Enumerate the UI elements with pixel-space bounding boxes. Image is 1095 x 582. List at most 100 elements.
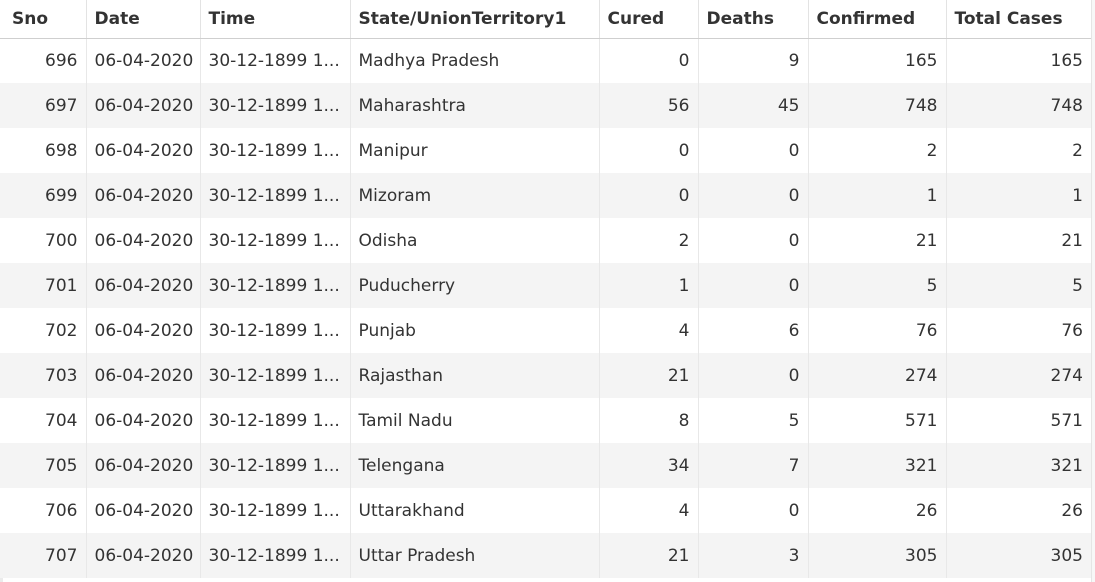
cell-total-cases: 21	[946, 218, 1091, 263]
cell-confirmed: 76	[808, 308, 947, 353]
cell-deaths: 0	[698, 353, 809, 398]
cell-total-cases: 165	[946, 38, 1091, 83]
cell-sno: 703	[0, 353, 87, 398]
cell-confirmed: 21	[808, 218, 947, 263]
table-row[interactable]: 703 06-04-2020 30-12-1899 1... Rajasthan 21 0…	[0, 353, 1091, 398]
cell-sno: 705	[0, 443, 87, 488]
cell-sno: 704	[0, 398, 87, 443]
cell-sno: 697	[0, 83, 87, 128]
column-header-time[interactable]: Time	[200, 0, 351, 39]
cell-time: 30-12-1899 1...	[200, 38, 351, 83]
cell-deaths: 6	[698, 308, 809, 353]
cell-total-cases: 5	[946, 263, 1091, 308]
cell-date: 06-04-2020	[86, 398, 201, 443]
cell-sno: 700	[0, 218, 87, 263]
column-header-sno[interactable]: Sno	[0, 0, 87, 39]
table-row[interactable]: 701 06-04-2020 30-12-1899 1... Puducherry 1 0…	[0, 263, 1091, 308]
cell-cured: 56	[599, 83, 699, 128]
cell-state: Telengana	[350, 443, 600, 488]
cell-confirmed: 5	[808, 263, 947, 308]
cell-sno: 701	[0, 263, 87, 308]
cell-time: 30-12-1899 1...	[200, 308, 351, 353]
cell-sno: 706	[0, 488, 87, 533]
cell-sno: 702	[0, 308, 87, 353]
cell-date: 06-04-2020	[86, 353, 201, 398]
table-row[interactable]: 697 06-04-2020 30-12-1899 1... Maharashtra 5…	[0, 83, 1091, 128]
cell-confirmed: 274	[808, 353, 947, 398]
cell-date: 06-04-2020	[86, 83, 201, 128]
cell-total-cases: 26	[946, 488, 1091, 533]
table-row[interactable]: 706 06-04-2020 30-12-1899 1... Uttarakhand 4…	[0, 488, 1091, 533]
column-header-cured[interactable]: Cured	[599, 0, 699, 39]
cell-time: 30-12-1899 1...	[200, 263, 351, 308]
vertical-scrollbar[interactable]	[1091, 0, 1095, 582]
cell-date: 06-04-2020	[86, 443, 201, 488]
cell-state: Tamil Nadu	[350, 398, 600, 443]
cell-state: Manipur	[350, 128, 600, 173]
table-row[interactable]: 698 06-04-2020 30-12-1899 1... Manipur 0 0 2 2	[0, 128, 1091, 173]
cell-state: Odisha	[350, 218, 600, 263]
cell-cured: 0	[599, 38, 699, 83]
cell-date: 06-04-2020	[86, 128, 201, 173]
table-body: 696 06-04-2020 30-12-1899 1... Madhya Prade…	[0, 38, 1091, 578]
cell-cured: 1	[599, 263, 699, 308]
cell-total-cases: 748	[946, 83, 1091, 128]
cell-time: 30-12-1899 1...	[200, 353, 351, 398]
cell-date: 06-04-2020	[86, 38, 201, 83]
cell-date: 06-04-2020	[86, 488, 201, 533]
column-header-date[interactable]: Date	[86, 0, 201, 39]
cell-deaths: 7	[698, 443, 809, 488]
cell-deaths: 0	[698, 263, 809, 308]
cell-date: 06-04-2020	[86, 218, 201, 263]
cell-total-cases: 1	[946, 173, 1091, 218]
cell-sno: 707	[0, 533, 87, 578]
cell-deaths: 0	[698, 488, 809, 533]
cell-time: 30-12-1899 1...	[200, 488, 351, 533]
cell-confirmed: 1	[808, 173, 947, 218]
cell-confirmed: 2	[808, 128, 947, 173]
cell-cured: 0	[599, 128, 699, 173]
table-row[interactable]: 702 06-04-2020 30-12-1899 1... Punjab 4 6 76 76	[0, 308, 1091, 353]
cell-sno: 699	[0, 173, 87, 218]
cell-cured: 0	[599, 173, 699, 218]
table-row[interactable]: 707 06-04-2020 30-12-1899 1... Uttar Prades…	[0, 533, 1091, 578]
table-row[interactable]: 705 06-04-2020 30-12-1899 1... Telengana 34 7…	[0, 443, 1091, 488]
cell-time: 30-12-1899 1...	[200, 83, 351, 128]
cell-confirmed: 748	[808, 83, 947, 128]
cell-total-cases: 2	[946, 128, 1091, 173]
cell-state: Maharashtra	[350, 83, 600, 128]
cell-cured: 21	[599, 353, 699, 398]
cell-state: Uttar Pradesh	[350, 533, 600, 578]
cell-deaths: 9	[698, 38, 809, 83]
column-header-state[interactable]: State/UnionTerritory1	[350, 0, 600, 39]
cell-state: Puducherry	[350, 263, 600, 308]
column-header-deaths[interactable]: Deaths	[698, 0, 809, 39]
cell-state: Rajasthan	[350, 353, 600, 398]
cell-cured: 8	[599, 398, 699, 443]
cell-total-cases: 571	[946, 398, 1091, 443]
cell-total-cases: 274	[946, 353, 1091, 398]
table-row[interactable]: 700 06-04-2020 30-12-1899 1... Odisha 2 0 21 21	[0, 218, 1091, 263]
cell-total-cases: 321	[946, 443, 1091, 488]
table-row[interactable]: 704 06-04-2020 30-12-1899 1... Tamil Nadu 8 5…	[0, 398, 1091, 443]
cell-sno: 696	[0, 38, 87, 83]
cell-deaths: 0	[698, 128, 809, 173]
cell-date: 06-04-2020	[86, 308, 201, 353]
cell-state: Uttarakhand	[350, 488, 600, 533]
table-row[interactable]: 696 06-04-2020 30-12-1899 1... Madhya Prade…	[0, 38, 1091, 83]
cell-cured: 2	[599, 218, 699, 263]
cell-state: Madhya Pradesh	[350, 38, 600, 83]
cell-deaths: 0	[698, 218, 809, 263]
cell-time: 30-12-1899 1...	[200, 533, 351, 578]
cell-total-cases: 76	[946, 308, 1091, 353]
column-header-total-cases[interactable]: Total Cases	[946, 0, 1091, 39]
cell-confirmed: 26	[808, 488, 947, 533]
cell-time: 30-12-1899 1...	[200, 173, 351, 218]
cell-time: 30-12-1899 1...	[200, 398, 351, 443]
column-header-confirmed[interactable]: Confirmed	[808, 0, 947, 39]
cell-time: 30-12-1899 1...	[200, 218, 351, 263]
cell-time: 30-12-1899 1...	[200, 443, 351, 488]
table-row[interactable]: 699 06-04-2020 30-12-1899 1... Mizoram 0 0 1 1	[0, 173, 1091, 218]
